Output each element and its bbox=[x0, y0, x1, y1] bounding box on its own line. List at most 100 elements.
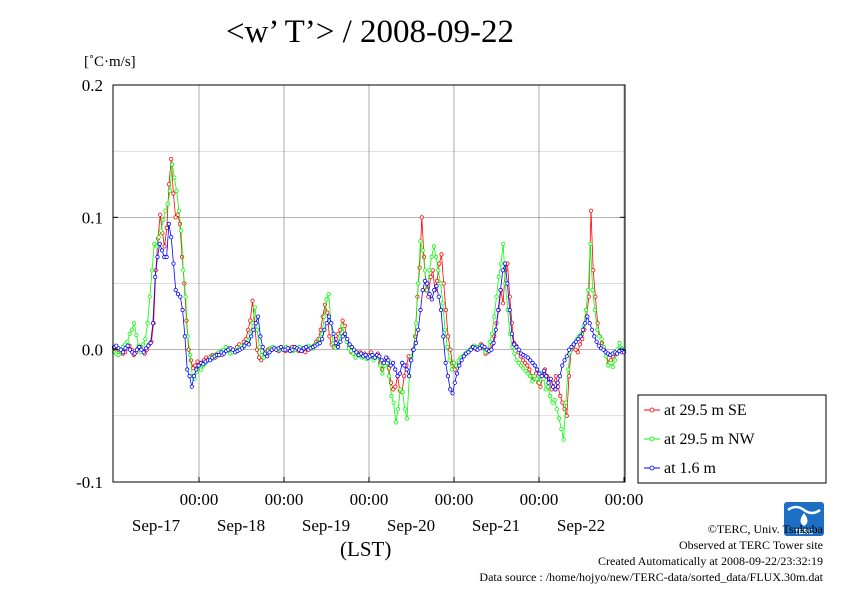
data-point bbox=[532, 363, 537, 368]
data-point bbox=[331, 331, 336, 336]
data-point bbox=[358, 351, 364, 356]
data-point bbox=[494, 294, 499, 299]
data-point bbox=[187, 373, 192, 379]
data-point bbox=[372, 355, 377, 360]
data-point bbox=[391, 387, 396, 392]
y-axis-label: [˚C·m/s] bbox=[84, 54, 136, 70]
data-point bbox=[411, 347, 416, 352]
data-point bbox=[422, 268, 427, 273]
data-point bbox=[420, 287, 425, 293]
data-point bbox=[536, 380, 542, 385]
data-point bbox=[400, 360, 405, 365]
data-point bbox=[257, 344, 262, 350]
data-point bbox=[125, 339, 130, 344]
data-point bbox=[145, 321, 150, 326]
data-point bbox=[447, 358, 452, 363]
data-point bbox=[143, 336, 148, 342]
data-point bbox=[155, 254, 160, 260]
data-point bbox=[149, 268, 155, 273]
data-point bbox=[527, 373, 533, 379]
x-tick-time-label: 00:00 bbox=[435, 490, 474, 509]
data-point bbox=[322, 314, 327, 319]
x-tick-date-label: Sep-17 bbox=[132, 516, 181, 535]
data-point bbox=[164, 225, 169, 230]
data-point bbox=[379, 358, 384, 363]
data-point bbox=[586, 287, 591, 293]
legend-label: at 29.5 m SE bbox=[664, 402, 747, 419]
data-point bbox=[152, 241, 157, 246]
data-point bbox=[164, 254, 169, 260]
data-point bbox=[525, 363, 530, 368]
data-point bbox=[169, 157, 174, 162]
data-point bbox=[548, 376, 553, 381]
x-tick-time-label: 00:00 bbox=[180, 490, 219, 509]
data-point bbox=[454, 371, 460, 376]
data-point bbox=[132, 321, 137, 326]
data-point bbox=[442, 327, 448, 332]
data-point bbox=[466, 350, 471, 355]
data-point bbox=[421, 254, 427, 260]
data-point bbox=[492, 314, 497, 319]
data-point bbox=[345, 336, 350, 342]
data-point bbox=[381, 360, 386, 365]
data-point bbox=[158, 212, 163, 217]
data-point bbox=[182, 334, 187, 339]
data-point bbox=[594, 339, 599, 344]
data-point bbox=[354, 350, 359, 355]
data-point bbox=[324, 297, 329, 302]
y-tick-label: -0.1 bbox=[76, 473, 103, 492]
data-point bbox=[548, 393, 553, 399]
data-point bbox=[538, 384, 543, 389]
legend-box bbox=[637, 394, 827, 484]
data-point bbox=[351, 347, 357, 352]
data-point bbox=[393, 384, 398, 389]
data-point bbox=[165, 202, 170, 207]
x-tick-time-label: 00:00 bbox=[520, 490, 559, 509]
data-point bbox=[518, 363, 524, 368]
data-point bbox=[242, 343, 247, 348]
data-point bbox=[254, 347, 259, 352]
data-point bbox=[537, 371, 542, 376]
data-point bbox=[564, 354, 569, 359]
data-point bbox=[240, 346, 245, 351]
y-tick-label: 0.1 bbox=[82, 208, 103, 227]
data-point bbox=[431, 244, 436, 249]
data-point bbox=[406, 373, 412, 379]
data-point bbox=[185, 367, 190, 372]
data-point bbox=[141, 342, 146, 347]
data-point bbox=[402, 373, 407, 379]
data-point bbox=[137, 344, 142, 350]
data-point bbox=[261, 355, 266, 360]
data-point bbox=[180, 307, 185, 313]
data-point bbox=[326, 314, 332, 319]
data-point bbox=[409, 358, 414, 363]
data-point bbox=[181, 268, 186, 273]
data-point bbox=[121, 350, 126, 355]
data-point bbox=[413, 321, 419, 326]
data-point bbox=[534, 367, 540, 372]
data-point bbox=[183, 294, 188, 299]
data-point bbox=[256, 355, 262, 360]
chart-title: <w’ T’> / 2008-09-22 bbox=[225, 14, 515, 50]
data-point bbox=[179, 228, 184, 233]
data-point bbox=[249, 334, 254, 339]
data-point bbox=[560, 400, 565, 405]
data-point bbox=[162, 244, 167, 249]
credits-block: ©TERC, Univ. Tsukuba Observed at TERC To… bbox=[479, 521, 823, 585]
data-point bbox=[575, 350, 580, 355]
data-point bbox=[402, 363, 407, 368]
data-point bbox=[457, 363, 462, 368]
data-point bbox=[434, 278, 440, 283]
data-point bbox=[496, 307, 501, 313]
data-point bbox=[496, 274, 501, 279]
data-point bbox=[555, 380, 560, 385]
data-point bbox=[125, 343, 130, 348]
data-point bbox=[169, 235, 174, 240]
data-point bbox=[132, 351, 137, 356]
data-point bbox=[250, 298, 255, 303]
data-point bbox=[397, 371, 402, 376]
data-point bbox=[393, 420, 398, 425]
data-point bbox=[395, 407, 401, 412]
data-point bbox=[502, 261, 508, 266]
